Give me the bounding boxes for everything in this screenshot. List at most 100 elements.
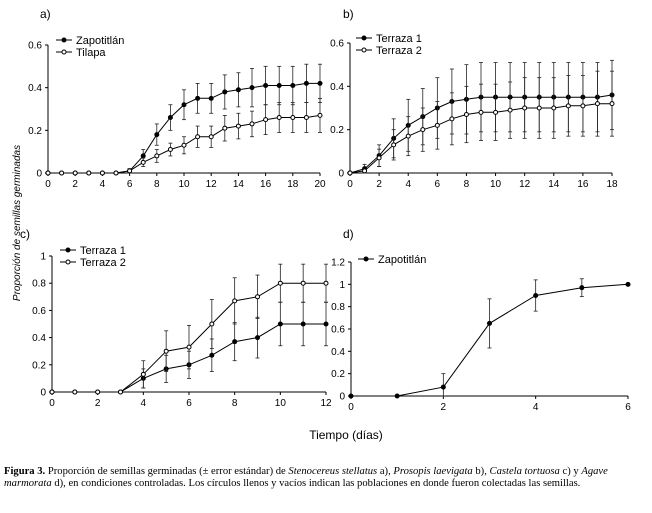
panel-1: a) 0 0.2 0.4 0.6 0 2 4 6 8 10 12 14 16 18 20 ZapotitlánT… [28, 7, 326, 190]
data-point [72, 389, 78, 395]
data-point [347, 170, 353, 176]
y-tick-label: 0.2 [331, 369, 345, 380]
data-point [625, 281, 631, 287]
x-tick-label: 12 [519, 179, 531, 190]
data-point [95, 389, 101, 395]
y-tick-label: 0 [339, 392, 345, 403]
data-point [449, 116, 455, 122]
data-point [255, 335, 260, 341]
x-tick-label: 2 [441, 402, 447, 413]
data-point [579, 285, 585, 291]
caption-text-4: c) y [559, 466, 582, 477]
legend-label: Terraza 1 [376, 33, 422, 45]
x-tick-label: 12 [206, 179, 218, 190]
caption-label: Figura 3. [4, 466, 46, 477]
x-tick-label: 4 [533, 402, 539, 413]
data-point [362, 168, 368, 174]
x-tick-label: 8 [154, 179, 160, 190]
panel-label: c) [20, 227, 30, 241]
x-tick-label: 0 [45, 179, 51, 190]
y-tick-label: 1 [40, 252, 46, 263]
data-point [163, 348, 169, 354]
data-point [263, 83, 269, 89]
y-tick-label: 1.2 [331, 258, 345, 269]
data-point [235, 123, 241, 129]
data-point [594, 101, 600, 107]
data-point [317, 80, 323, 86]
legend-marker [363, 256, 369, 262]
data-point [209, 321, 215, 327]
legend-marker [361, 35, 367, 41]
legend-marker [361, 47, 367, 53]
y-tick-label: 0.6 [28, 41, 42, 52]
panel-4: d) 0 0.2 0.4 0.6 0.8 1 1.2 0 2 4 6 Zapotitlán [331, 227, 631, 413]
data-point [277, 280, 283, 286]
caption-text-3: b), [472, 466, 490, 477]
data-point [263, 117, 269, 123]
data-point [72, 170, 78, 176]
x-tick-label: 18 [606, 179, 618, 190]
y-tick-label: 0.2 [28, 126, 42, 137]
chart-panels: a)00.20.40.60 2 4 6 8 10 12 14 16 18 20ZapotitlánT… [20, 7, 631, 413]
data-point [113, 170, 119, 176]
data-point [420, 127, 426, 133]
data-point [208, 134, 214, 140]
series-zapotitlan [348, 278, 631, 399]
data-point [99, 170, 105, 176]
data-point [536, 105, 542, 111]
legend-label: Zapotitlán [76, 35, 124, 47]
x-tick-label: 0 [348, 402, 354, 413]
y-axis-label: Proporción de semillas germinadas [12, 145, 23, 301]
x-tick-label: 12 [320, 398, 332, 409]
y-tick-label: 0 [40, 388, 46, 399]
data-point [49, 389, 55, 395]
data-point [290, 83, 296, 89]
x-tick-label: 14 [233, 179, 245, 190]
data-point [59, 170, 65, 176]
data-point [255, 294, 260, 300]
data-point [222, 125, 228, 131]
x-tick-label: 10 [178, 179, 190, 190]
data-point [208, 95, 214, 101]
caption-species-2: Prosopis laevigata [393, 466, 473, 477]
x-tick-label: 4 [405, 179, 411, 190]
data-point [376, 155, 382, 161]
caption-species-1: Stenocereus stellatus [288, 466, 378, 477]
data-point [86, 170, 92, 176]
data-point [140, 159, 146, 165]
data-point [300, 321, 306, 327]
data-point [391, 142, 397, 148]
data-point [45, 170, 51, 176]
data-point [276, 115, 282, 121]
panel-label: a) [40, 7, 51, 21]
x-tick-label: 0 [49, 398, 55, 409]
data-point [323, 321, 329, 327]
data-point [167, 115, 173, 121]
data-point [487, 320, 492, 326]
data-point [181, 142, 187, 148]
data-point [323, 280, 329, 286]
legend-marker [61, 49, 67, 55]
caption-text-2: a), [377, 466, 394, 477]
series-terraza-2 [347, 70, 615, 176]
data-point [277, 321, 283, 327]
x-tick-label: 10 [490, 179, 502, 190]
data-point [348, 393, 354, 399]
data-point [232, 298, 238, 304]
data-point [609, 101, 615, 107]
data-point [118, 389, 123, 395]
data-point [463, 112, 469, 117]
data-point [232, 339, 238, 345]
legend-marker [65, 247, 71, 253]
y-tick-label: 0.8 [32, 279, 46, 290]
x-tick-label: 8 [232, 398, 238, 409]
data-point [276, 83, 282, 89]
data-point [440, 384, 446, 390]
data-point [565, 103, 571, 109]
x-tick-label: 20 [314, 179, 326, 190]
legend-marker [61, 37, 67, 43]
data-point [507, 107, 513, 113]
caption-text-5: d), en condiciones controladas. Los círc… [51, 478, 581, 490]
series-tilapa [45, 97, 323, 176]
